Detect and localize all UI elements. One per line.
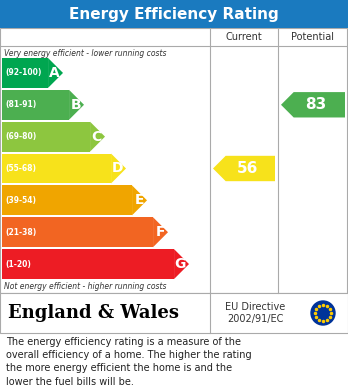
Polygon shape <box>153 217 168 247</box>
Polygon shape <box>174 249 189 279</box>
Text: The energy efficiency rating is a measure of the
overall efficiency of a home. T: The energy efficiency rating is a measur… <box>6 337 252 387</box>
Text: B: B <box>70 98 81 112</box>
Text: (92-100): (92-100) <box>5 68 41 77</box>
Text: Potential: Potential <box>292 32 334 42</box>
Bar <box>2 154 111 183</box>
Polygon shape <box>111 154 126 183</box>
Text: E: E <box>134 194 144 207</box>
Text: 83: 83 <box>306 97 327 112</box>
Text: England & Wales: England & Wales <box>8 304 179 322</box>
Bar <box>2 185 132 215</box>
Bar <box>0 0 348 28</box>
Circle shape <box>311 301 335 325</box>
Text: Current: Current <box>226 32 262 42</box>
Bar <box>2 90 69 120</box>
Polygon shape <box>48 58 63 88</box>
Text: (1-20): (1-20) <box>5 260 31 269</box>
Polygon shape <box>213 156 275 181</box>
Text: (39-54): (39-54) <box>5 196 36 205</box>
Text: C: C <box>92 130 102 143</box>
Polygon shape <box>69 90 84 120</box>
Bar <box>2 249 174 279</box>
Text: (69-80): (69-80) <box>5 132 36 141</box>
Text: F: F <box>156 225 165 239</box>
Text: Not energy efficient - higher running costs: Not energy efficient - higher running co… <box>4 282 166 291</box>
Bar <box>2 58 48 88</box>
Text: D: D <box>111 161 123 176</box>
Text: (55-68): (55-68) <box>5 164 36 173</box>
Bar <box>0 293 348 333</box>
Polygon shape <box>90 122 105 152</box>
Text: (21-38): (21-38) <box>5 228 36 237</box>
Text: A: A <box>49 66 60 80</box>
Text: 56: 56 <box>236 161 258 176</box>
Bar <box>2 217 153 247</box>
Text: EU Directive
2002/91/EC: EU Directive 2002/91/EC <box>225 302 285 324</box>
Text: Energy Efficiency Rating: Energy Efficiency Rating <box>69 7 279 22</box>
Polygon shape <box>281 92 345 117</box>
Bar <box>0 28 347 293</box>
Text: Very energy efficient - lower running costs: Very energy efficient - lower running co… <box>4 49 166 58</box>
Polygon shape <box>132 185 147 215</box>
Bar <box>0 28 348 293</box>
Text: (81-91): (81-91) <box>5 100 36 109</box>
Text: G: G <box>175 257 186 271</box>
Bar <box>2 122 90 152</box>
